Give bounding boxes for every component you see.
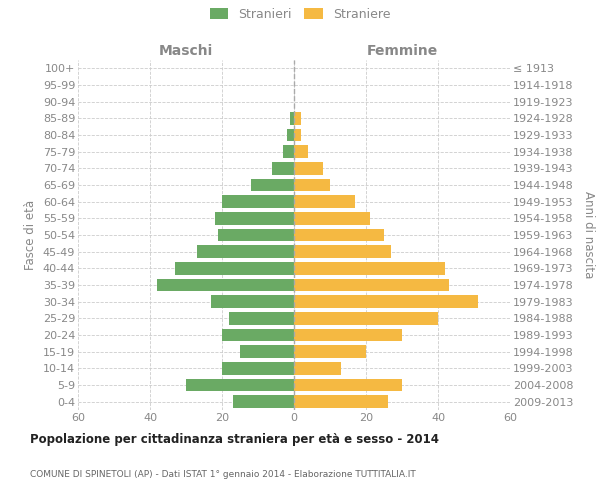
Bar — [294, 312, 438, 324]
Bar — [294, 212, 370, 224]
Bar — [294, 379, 402, 391]
Bar — [294, 246, 391, 258]
Bar — [222, 329, 294, 341]
Legend: Stranieri, Straniere: Stranieri, Straniere — [205, 2, 395, 26]
Text: Popolazione per cittadinanza straniera per età e sesso - 2014: Popolazione per cittadinanza straniera p… — [30, 432, 439, 446]
Bar — [287, 129, 294, 141]
Bar — [283, 146, 294, 158]
Y-axis label: Anni di nascita: Anni di nascita — [582, 192, 595, 278]
Bar — [240, 346, 294, 358]
Bar — [272, 162, 294, 174]
Bar — [294, 329, 402, 341]
Bar — [222, 362, 294, 374]
Bar — [294, 396, 388, 408]
Bar — [294, 112, 301, 124]
Bar — [157, 279, 294, 291]
Bar — [211, 296, 294, 308]
Bar — [294, 229, 384, 241]
Bar — [229, 312, 294, 324]
Bar — [294, 262, 445, 274]
Bar — [294, 146, 308, 158]
Bar — [218, 229, 294, 241]
Bar — [294, 179, 330, 192]
Bar — [294, 162, 323, 174]
Bar — [290, 112, 294, 124]
Bar — [294, 129, 301, 141]
Bar — [197, 246, 294, 258]
Bar — [251, 179, 294, 192]
Text: Femmine: Femmine — [367, 44, 437, 58]
Bar — [294, 296, 478, 308]
Bar — [186, 379, 294, 391]
Bar — [175, 262, 294, 274]
Text: Maschi: Maschi — [159, 44, 213, 58]
Bar — [233, 396, 294, 408]
Text: COMUNE DI SPINETOLI (AP) - Dati ISTAT 1° gennaio 2014 - Elaborazione TUTTITALIA.: COMUNE DI SPINETOLI (AP) - Dati ISTAT 1°… — [30, 470, 416, 479]
Bar — [215, 212, 294, 224]
Bar — [294, 279, 449, 291]
Bar — [294, 346, 366, 358]
Bar — [294, 362, 341, 374]
Bar — [222, 196, 294, 208]
Y-axis label: Fasce di età: Fasce di età — [24, 200, 37, 270]
Bar — [294, 196, 355, 208]
